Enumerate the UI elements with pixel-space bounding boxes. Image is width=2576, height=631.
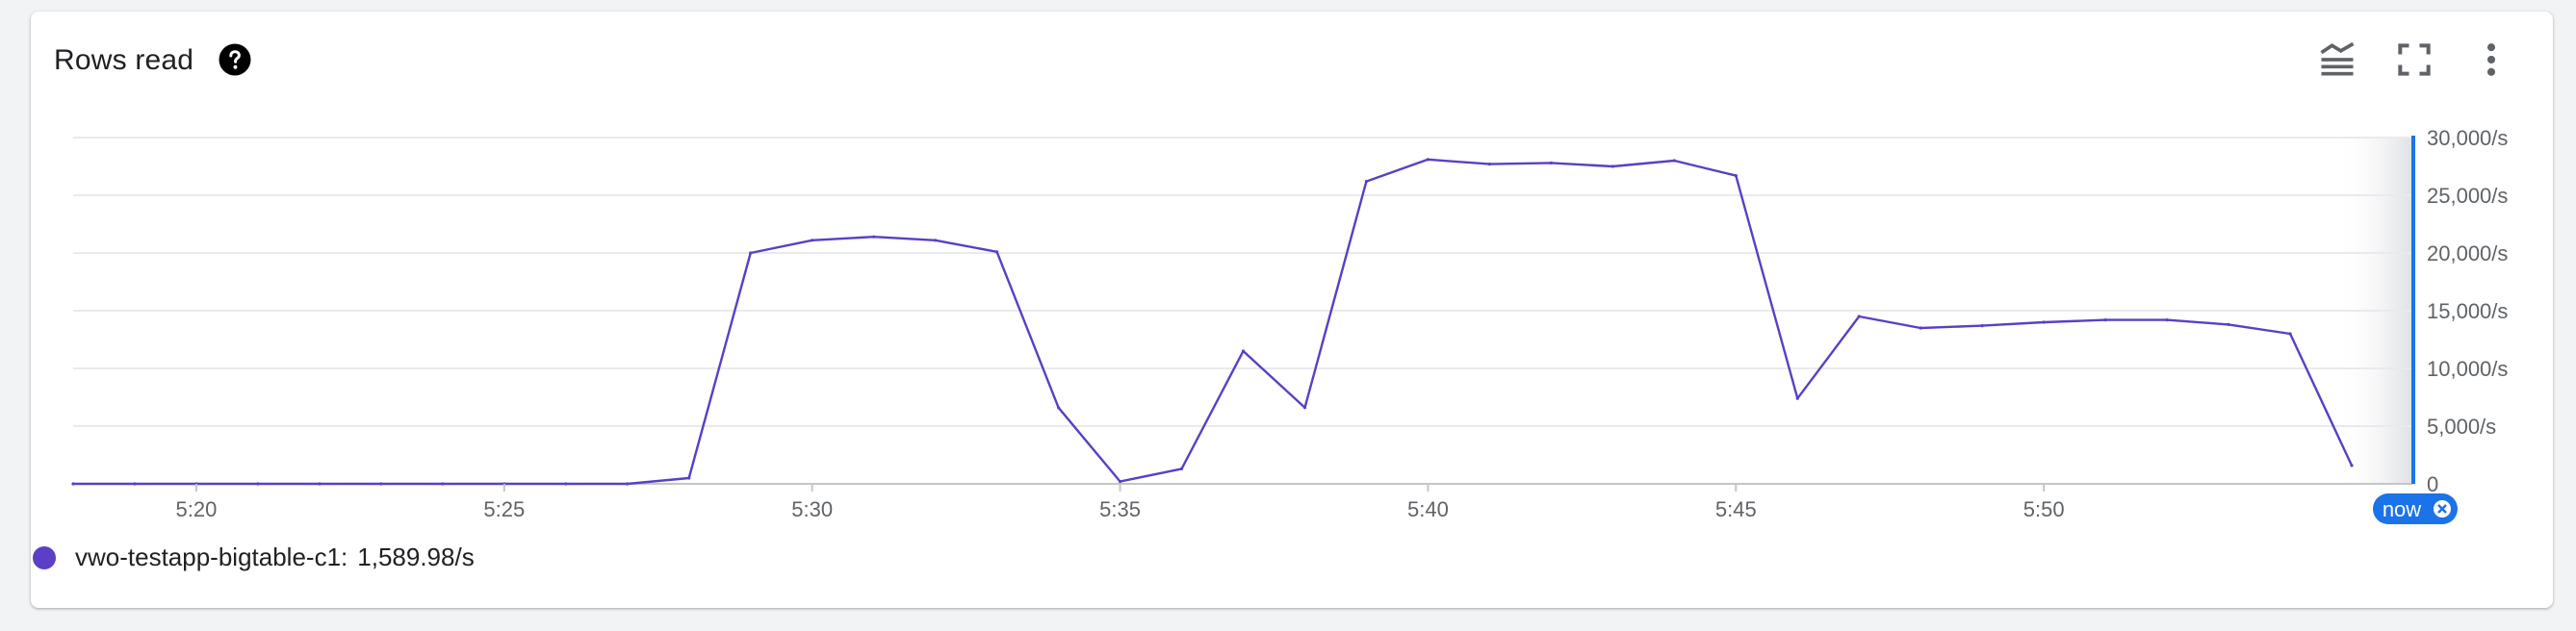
x-tick-label: 5:25: [483, 497, 525, 521]
fullscreen-icon[interactable]: [2393, 38, 2435, 81]
legend-series-dot: [33, 545, 56, 569]
data-point: [2350, 464, 2354, 467]
y-tick-label: 5,000/s: [2427, 415, 2496, 439]
data-point: [318, 482, 322, 486]
legend[interactable]: vwo-testapp-bigtable-c1: 1,589.98/s: [33, 543, 475, 572]
data-point: [2165, 318, 2169, 322]
x-tick-label: 5:50: [2023, 497, 2065, 521]
x-tick-label: 5:40: [1407, 497, 1449, 521]
data-point: [1734, 174, 1738, 178]
legend-toggle-icon[interactable]: [2316, 38, 2358, 81]
y-tick-label: 10,000/s: [2427, 357, 2508, 381]
data-point: [934, 239, 938, 242]
y-tick-label: 30,000/s: [2427, 126, 2508, 150]
series-line: [73, 158, 2354, 486]
y-tick-label: 0: [2427, 472, 2438, 496]
x-tick-label: 5:20: [176, 497, 218, 521]
data-point: [1610, 164, 1614, 168]
data-point: [995, 250, 999, 254]
data-point: [441, 482, 445, 486]
data-point: [1179, 467, 1184, 470]
data-point: [1795, 396, 1799, 400]
data-point: [71, 482, 75, 486]
y-tick-label: 15,000/s: [2427, 299, 2508, 323]
now-close-x: [2437, 504, 2447, 514]
legend-series-name: vwo-testapp-bigtable-c1:: [75, 543, 348, 571]
data-point: [1549, 161, 1553, 164]
data-point: [2288, 332, 2292, 336]
legend-series-value: 1,589.98/s: [357, 543, 475, 571]
data-point: [626, 482, 630, 486]
data-point: [1919, 326, 1922, 330]
data-point: [2042, 320, 2046, 324]
more-vert-icon[interactable]: [2470, 38, 2512, 81]
data-point: [1302, 406, 1307, 410]
now-chip-bg: [2373, 493, 2458, 524]
now-label: now: [2383, 497, 2421, 521]
data-point: [1980, 324, 1984, 328]
data-point: [1241, 349, 1246, 353]
data-point: [811, 239, 814, 242]
data-point: [2103, 318, 2107, 322]
data-point: [1857, 315, 1861, 318]
now-chip[interactable]: now: [2373, 493, 2458, 524]
data-point: [1364, 180, 1369, 184]
help-circle-icon[interactable]: [218, 42, 252, 77]
data-point: [2227, 322, 2230, 326]
data-point: [256, 482, 260, 486]
data-point: [379, 482, 383, 486]
x-tick-label: 5:30: [791, 497, 833, 521]
x-tick-label: 5:45: [1715, 497, 1757, 521]
data-point: [1672, 159, 1676, 163]
data-point: [564, 482, 568, 486]
data-point: [872, 235, 876, 239]
data-point: [1118, 480, 1122, 484]
chart-title: Rows read: [54, 44, 194, 76]
data-point: [1487, 163, 1491, 166]
data-point: [1426, 158, 1430, 162]
data-point: [687, 476, 691, 480]
x-tick-label: 5:35: [1099, 497, 1141, 521]
data-point: [133, 482, 137, 486]
y-tick-label: 25,000/s: [2427, 184, 2508, 208]
y-tick-label: 20,000/s: [2427, 241, 2508, 265]
data-point: [749, 251, 753, 255]
data-point: [1056, 406, 1061, 410]
